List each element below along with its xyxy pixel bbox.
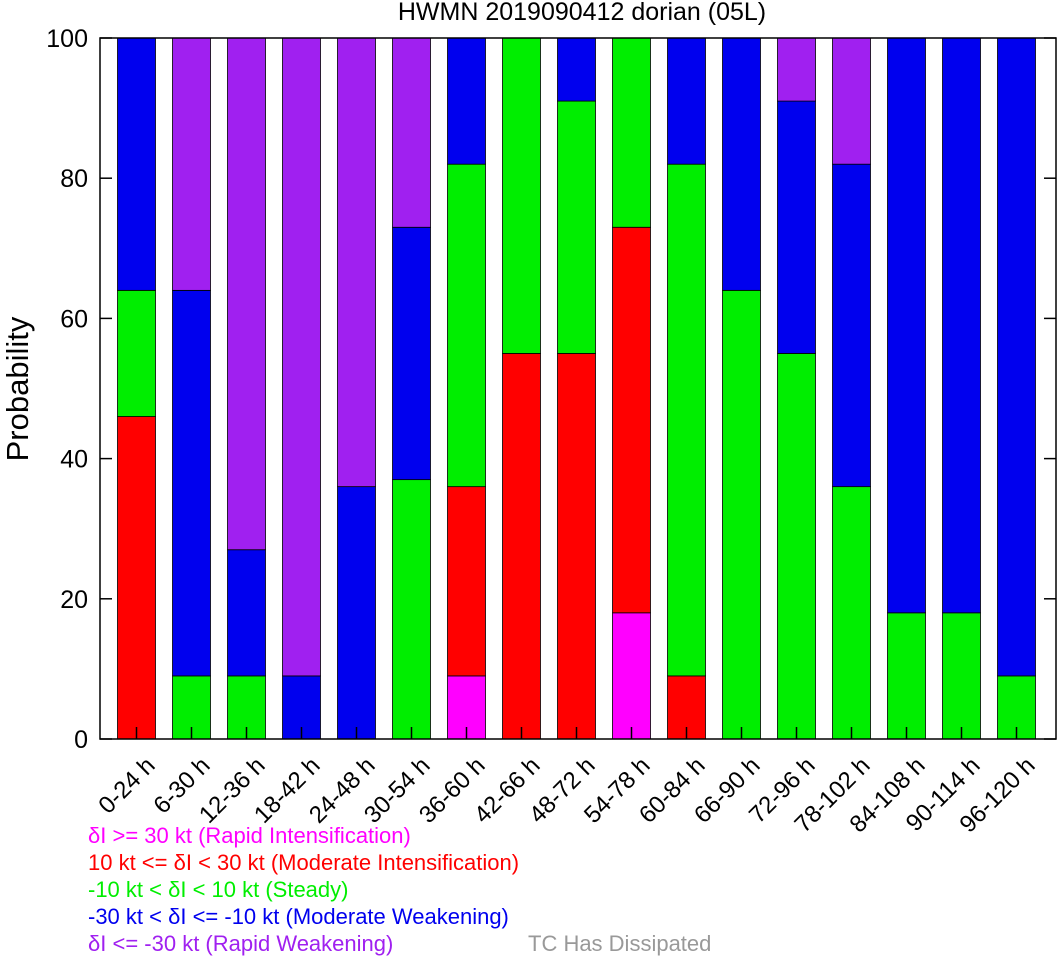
bar-segment-st-11 bbox=[722, 289, 761, 740]
x-tick-label: 0-24 h bbox=[93, 752, 160, 819]
bar-segment-mw-16 bbox=[997, 37, 1036, 677]
y-tick-label: 20 bbox=[60, 586, 88, 614]
y-tick-label: 60 bbox=[60, 305, 88, 333]
bar-segment-rw-1 bbox=[172, 37, 211, 291]
y-tick-label: 40 bbox=[60, 446, 88, 474]
y-axis-ticks: 0 20 40 60 80 100 bbox=[46, 25, 1056, 754]
bar-segment-st-0 bbox=[117, 289, 156, 417]
bar-segment-st-5 bbox=[392, 479, 431, 740]
bar-segment-ri-9 bbox=[612, 612, 651, 740]
bar-segment-mw-4 bbox=[337, 486, 376, 740]
bar-segment-mi-8 bbox=[557, 353, 596, 740]
bar-segment-rw-13 bbox=[832, 37, 871, 165]
bar-segment-mw-6 bbox=[447, 37, 486, 165]
y-tick-label: 100 bbox=[46, 25, 88, 53]
bar-segment-rw-2 bbox=[227, 37, 266, 551]
x-axis-ticks: 0-24 h6-30 h12-36 h18-42 h24-48 h30-54 h… bbox=[93, 727, 1041, 838]
y-tick-label: 0 bbox=[74, 726, 88, 754]
bar-segment-mw-10 bbox=[667, 37, 706, 165]
legend: δI >= 30 kt (Rapid Intensification)10 kt… bbox=[88, 823, 711, 956]
bar-segment-st-9 bbox=[612, 37, 651, 228]
bar-segment-rw-4 bbox=[337, 37, 376, 488]
bar-segment-st-6 bbox=[447, 163, 486, 488]
bar-segment-st-14 bbox=[887, 612, 926, 740]
bar-segment-mw-14 bbox=[887, 37, 926, 614]
bar-segment-rw-5 bbox=[392, 37, 431, 228]
bar-segment-st-7 bbox=[502, 37, 541, 354]
bar-segment-mw-2 bbox=[227, 549, 266, 677]
legend-entry-4: δI <= -30 kt (Rapid Weakening) bbox=[88, 931, 393, 956]
legend-entry-3: -30 kt < δI <= -10 kt (Moderate Weakenin… bbox=[88, 904, 509, 929]
y-tick-label: 80 bbox=[60, 165, 88, 193]
bar-segment-st-10 bbox=[667, 163, 706, 677]
bar-segment-rw-12 bbox=[777, 37, 816, 102]
bar-segment-mw-12 bbox=[777, 100, 816, 354]
bar-segment-mi-7 bbox=[502, 353, 541, 740]
bar-segment-st-15 bbox=[942, 612, 981, 740]
bar-segment-st-12 bbox=[777, 353, 816, 740]
bars-layer bbox=[117, 37, 1036, 740]
bar-segment-st-8 bbox=[557, 100, 596, 354]
bar-segment-mw-8 bbox=[557, 37, 596, 102]
chart-title: HWMN 2019090412 dorian (05L) bbox=[398, 0, 766, 26]
bar-segment-mw-0 bbox=[117, 37, 156, 291]
bar-segment-mi-0 bbox=[117, 416, 156, 740]
bar-segment-mw-1 bbox=[172, 289, 211, 677]
legend-entry-5: TC Has Dissipated bbox=[528, 931, 711, 956]
legend-entry-2: -10 kt < δI < 10 kt (Steady) bbox=[88, 877, 348, 902]
plot-frame bbox=[99, 37, 1057, 740]
bar-segment-rw-3 bbox=[282, 37, 321, 677]
bar-segment-mw-13 bbox=[832, 163, 871, 488]
bar-segment-mw-15 bbox=[942, 37, 981, 614]
bar-segment-mw-5 bbox=[392, 226, 431, 481]
bar-segment-mw-11 bbox=[722, 37, 761, 291]
bar-segment-mi-6 bbox=[447, 486, 486, 677]
bar-segment-st-13 bbox=[832, 486, 871, 740]
legend-entry-0: δI >= 30 kt (Rapid Intensification) bbox=[88, 823, 411, 848]
legend-entry-1: 10 kt <= δI < 30 kt (Moderate Intensific… bbox=[88, 850, 519, 875]
bar-segment-mi-9 bbox=[612, 226, 651, 614]
y-axis-label: Probability bbox=[0, 316, 35, 461]
